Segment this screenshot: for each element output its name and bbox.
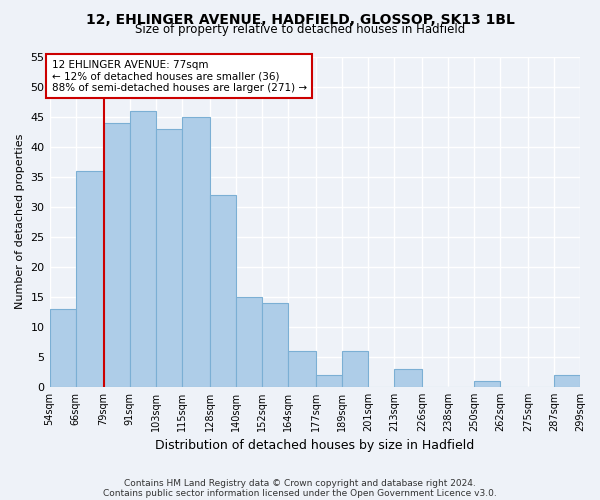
Bar: [155, 128, 182, 387]
Bar: [474, 381, 500, 387]
Bar: [50, 308, 76, 387]
Text: Contains public sector information licensed under the Open Government Licence v3: Contains public sector information licen…: [103, 488, 497, 498]
Bar: [394, 369, 422, 387]
Bar: [288, 351, 316, 387]
Text: Size of property relative to detached houses in Hadfield: Size of property relative to detached ho…: [135, 22, 465, 36]
Bar: [316, 375, 342, 387]
Text: 12 EHLINGER AVENUE: 77sqm
← 12% of detached houses are smaller (36)
88% of semi-: 12 EHLINGER AVENUE: 77sqm ← 12% of detac…: [52, 60, 307, 92]
Bar: [104, 122, 130, 387]
Text: 12, EHLINGER AVENUE, HADFIELD, GLOSSOP, SK13 1BL: 12, EHLINGER AVENUE, HADFIELD, GLOSSOP, …: [86, 12, 514, 26]
Bar: [554, 375, 580, 387]
Bar: [130, 110, 155, 387]
Y-axis label: Number of detached properties: Number of detached properties: [15, 134, 25, 310]
Text: Contains HM Land Registry data © Crown copyright and database right 2024.: Contains HM Land Registry data © Crown c…: [124, 478, 476, 488]
Bar: [76, 170, 104, 387]
Bar: [342, 351, 368, 387]
Bar: [210, 194, 236, 387]
Bar: [262, 302, 288, 387]
Bar: [236, 296, 262, 387]
X-axis label: Distribution of detached houses by size in Hadfield: Distribution of detached houses by size …: [155, 440, 475, 452]
Bar: [182, 116, 210, 387]
